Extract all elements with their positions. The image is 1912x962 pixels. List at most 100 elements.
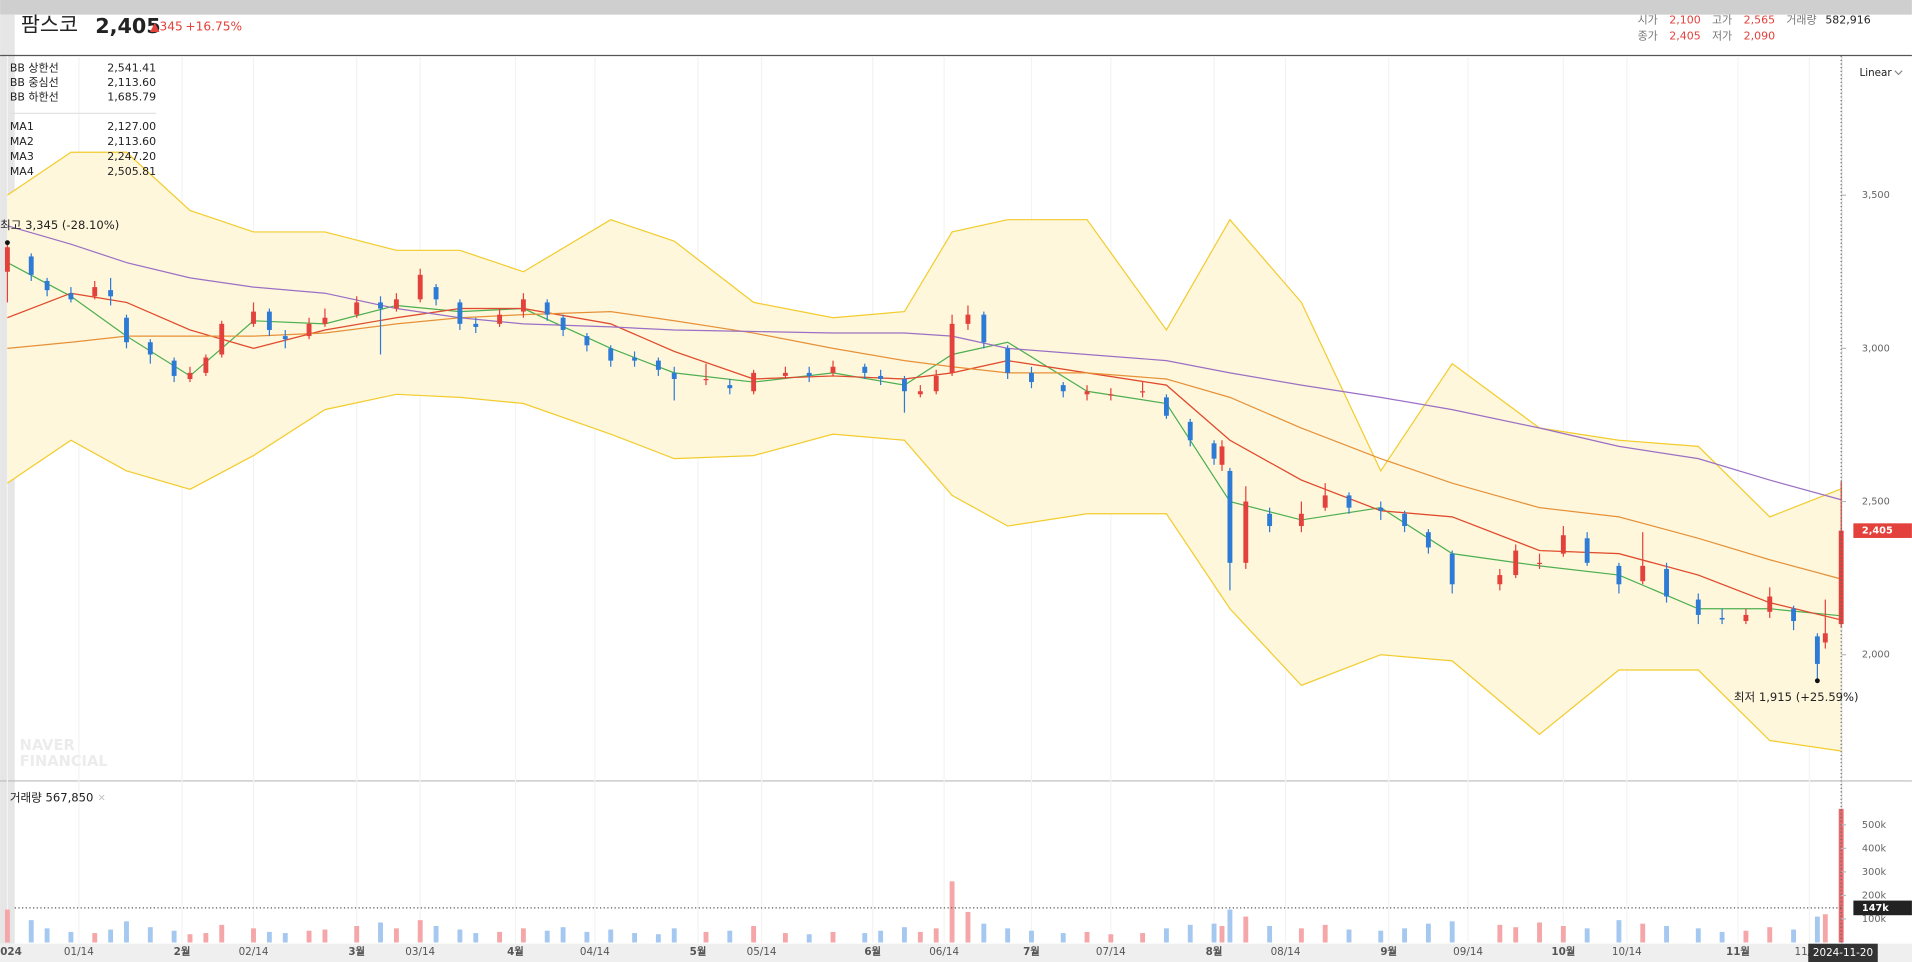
quote-label: 시가 — [1638, 14, 1658, 27]
volume-bar — [266, 931, 272, 943]
volume-bar — [671, 928, 677, 943]
legend-name: MA3 — [10, 150, 34, 163]
candle-body — [497, 314, 503, 324]
volume-bar — [520, 928, 526, 943]
candle-body — [1060, 385, 1066, 392]
indicator-line — [7, 225, 1842, 501]
legend-value: 1,685.79 — [107, 91, 156, 104]
volume-bar — [1402, 928, 1408, 943]
candle-body — [1005, 348, 1011, 373]
volume-bar — [560, 927, 566, 943]
candle-body — [1513, 550, 1519, 576]
x-tick-label: 5월 — [690, 945, 707, 958]
y-tick-label: 3,000 — [1862, 343, 1890, 354]
x-tick-label: 05/14 — [747, 946, 777, 958]
volume-bar — [1163, 928, 1169, 943]
volume-bar — [1640, 923, 1646, 943]
legend-value: 2,127.00 — [107, 120, 156, 133]
volume-bar — [203, 933, 209, 943]
candle-body — [1449, 553, 1455, 585]
volume-bar — [108, 929, 114, 943]
candle-body — [1298, 513, 1304, 527]
volume-bar — [878, 930, 884, 943]
legend-name: BB 하한선 — [10, 90, 59, 104]
watermark: FINANCIAL — [20, 753, 108, 770]
close-icon[interactable]: × — [98, 792, 106, 803]
volume-bar — [92, 933, 98, 943]
quote-label: 저가 — [1712, 30, 1732, 43]
volume-bar — [703, 931, 709, 943]
volume-bar — [378, 922, 383, 943]
x-tick-label: 03/14 — [405, 946, 435, 958]
volume-bar — [981, 923, 987, 943]
candle-body — [703, 378, 709, 381]
quote-value: 582,916 — [1825, 14, 1870, 27]
candle-body — [1537, 562, 1542, 565]
volume-bar — [171, 930, 177, 943]
price-change-pct: +16.75% — [185, 19, 242, 33]
volume-bar — [1060, 933, 1066, 943]
candle-body — [544, 302, 550, 315]
max-annotation: 최고 3,345 (-28.10%) — [0, 218, 119, 232]
candle-body — [1243, 501, 1249, 563]
quote-label: 종가 — [1638, 30, 1658, 43]
volume-bar — [1346, 929, 1352, 943]
scale-button[interactable]: Linear — [1859, 67, 1892, 79]
volume-bar — [433, 926, 439, 943]
candle-body — [782, 372, 788, 376]
volume-current: 567,850 — [46, 790, 94, 804]
candle-body — [1497, 575, 1503, 585]
x-tick-label: 6월 — [864, 945, 881, 958]
min-marker — [1814, 678, 1820, 684]
stock-name: 팜스코 — [21, 13, 78, 37]
min-annotation: 최저 1,915 (+25.59%) — [1734, 690, 1859, 704]
candle-body — [933, 375, 939, 392]
x-tick-label: 9월 — [1380, 945, 1397, 958]
volume-bar — [1791, 929, 1796, 943]
bollinger-band-fill — [7, 152, 1842, 751]
candle-body — [266, 311, 272, 330]
legend-name: BB 상한선 — [10, 61, 59, 74]
volume-bar — [1537, 922, 1542, 943]
candle-body — [1108, 394, 1114, 396]
candle-body — [1378, 507, 1384, 511]
volume-bar — [4, 909, 10, 943]
watermark: NAVER — [20, 737, 75, 754]
cursor-date-label: 2024-11-20 — [1813, 947, 1873, 959]
volume-bar — [862, 933, 868, 943]
volume-bar — [1695, 928, 1701, 943]
volume-bar — [608, 929, 614, 943]
volume-bar — [917, 931, 923, 943]
candle-body — [322, 317, 328, 324]
volume-bar — [1187, 924, 1193, 943]
volume-bar — [68, 931, 74, 943]
volume-tick-label: 100k — [1862, 914, 1887, 925]
candle-body — [108, 290, 114, 297]
candle-body — [584, 336, 590, 346]
volume-bar — [219, 924, 225, 943]
x-tick-label: 10/14 — [1612, 946, 1642, 958]
candle-body — [671, 372, 677, 379]
volume-bar — [457, 929, 463, 943]
indicator-line — [7, 151, 1842, 518]
candle-body — [417, 274, 423, 300]
candle-body — [147, 342, 153, 355]
candle-body — [1791, 608, 1796, 622]
x-tick-label: 2024 — [0, 946, 22, 958]
volume-bar — [473, 933, 479, 943]
candle-body — [917, 391, 923, 395]
candle-body — [1814, 636, 1820, 664]
quote-value: 2,100 — [1669, 14, 1700, 27]
candle-body — [1664, 568, 1669, 597]
legend-value: 2,113.60 — [107, 76, 156, 89]
volume-bar — [584, 931, 590, 943]
volume-bar — [393, 928, 399, 943]
volume-bar — [1449, 921, 1455, 943]
candle-body — [187, 372, 193, 379]
candle-body — [655, 360, 661, 370]
volume-bar — [354, 926, 360, 943]
dropdown-arrow[interactable] — [1894, 70, 1903, 76]
last-price-tag — [1853, 523, 1912, 538]
volume-bar — [1814, 916, 1820, 943]
legend-value: 2,541.41 — [107, 61, 156, 74]
